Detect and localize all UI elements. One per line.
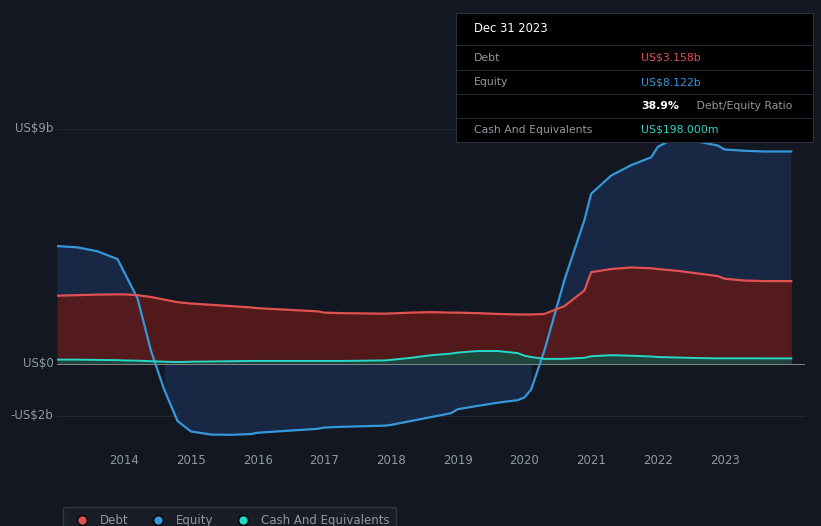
Text: Cash And Equivalents: Cash And Equivalents [474, 125, 592, 135]
Legend: Debt, Equity, Cash And Equivalents: Debt, Equity, Cash And Equivalents [63, 507, 397, 526]
Text: US$8.122b: US$8.122b [641, 77, 701, 87]
Text: Debt/Equity Ratio: Debt/Equity Ratio [693, 101, 792, 111]
Text: Equity: Equity [474, 77, 508, 87]
Text: US$3.158b: US$3.158b [641, 53, 701, 63]
Text: Dec 31 2023: Dec 31 2023 [474, 22, 547, 35]
Text: -US$2b: -US$2b [11, 409, 53, 422]
Text: US$198.000m: US$198.000m [641, 125, 719, 135]
Text: 38.9%: 38.9% [641, 101, 679, 111]
Text: US$9b: US$9b [15, 122, 53, 135]
Text: US$0: US$0 [23, 357, 53, 370]
Text: Debt: Debt [474, 53, 500, 63]
